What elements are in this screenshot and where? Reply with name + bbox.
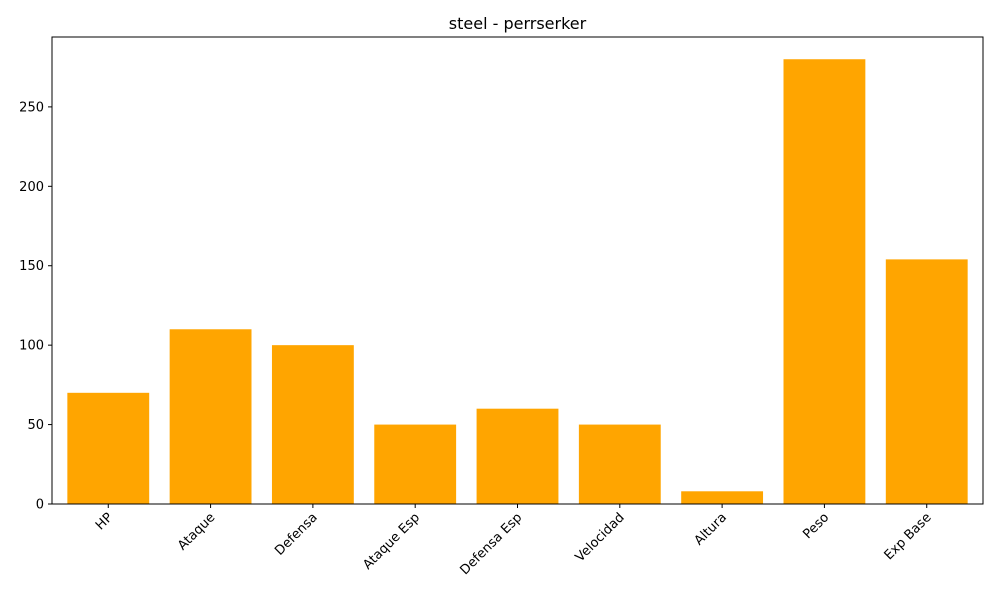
- bar-hp: [67, 392, 150, 504]
- x-tick-label: Ataque: [175, 510, 218, 553]
- bar-defensa: [271, 345, 354, 504]
- y-tick-label: 200: [19, 180, 44, 195]
- x-tick-label: Defensa Esp: [457, 510, 525, 578]
- x-tick-label: Velocidad: [573, 510, 628, 565]
- y-tick-label: 0: [36, 498, 44, 513]
- bar-velocidad: [578, 424, 661, 504]
- x-tick-label: Altura: [692, 510, 730, 548]
- bar-altura: [681, 491, 764, 504]
- y-tick-label: 100: [19, 339, 44, 354]
- x-tick-label: HP: [93, 510, 116, 533]
- bar-defensa-esp: [476, 408, 559, 504]
- chart-title: steel - perrserker: [449, 14, 587, 33]
- bar-exp-base: [885, 259, 968, 504]
- bar-peso: [783, 59, 866, 505]
- y-tick-label: 250: [19, 100, 44, 115]
- x-tick-label: Defensa: [272, 510, 320, 558]
- bar-ataque: [169, 329, 252, 504]
- x-tick-label: Ataque Esp: [360, 510, 423, 573]
- bars-layer: [67, 59, 968, 505]
- y-tick-label: 50: [27, 418, 44, 433]
- x-tick-label: Peso: [800, 510, 832, 542]
- x-tick-label: Exp Base: [882, 510, 935, 563]
- y-tick-label: 150: [19, 259, 44, 274]
- bar-ataque-esp: [374, 424, 457, 504]
